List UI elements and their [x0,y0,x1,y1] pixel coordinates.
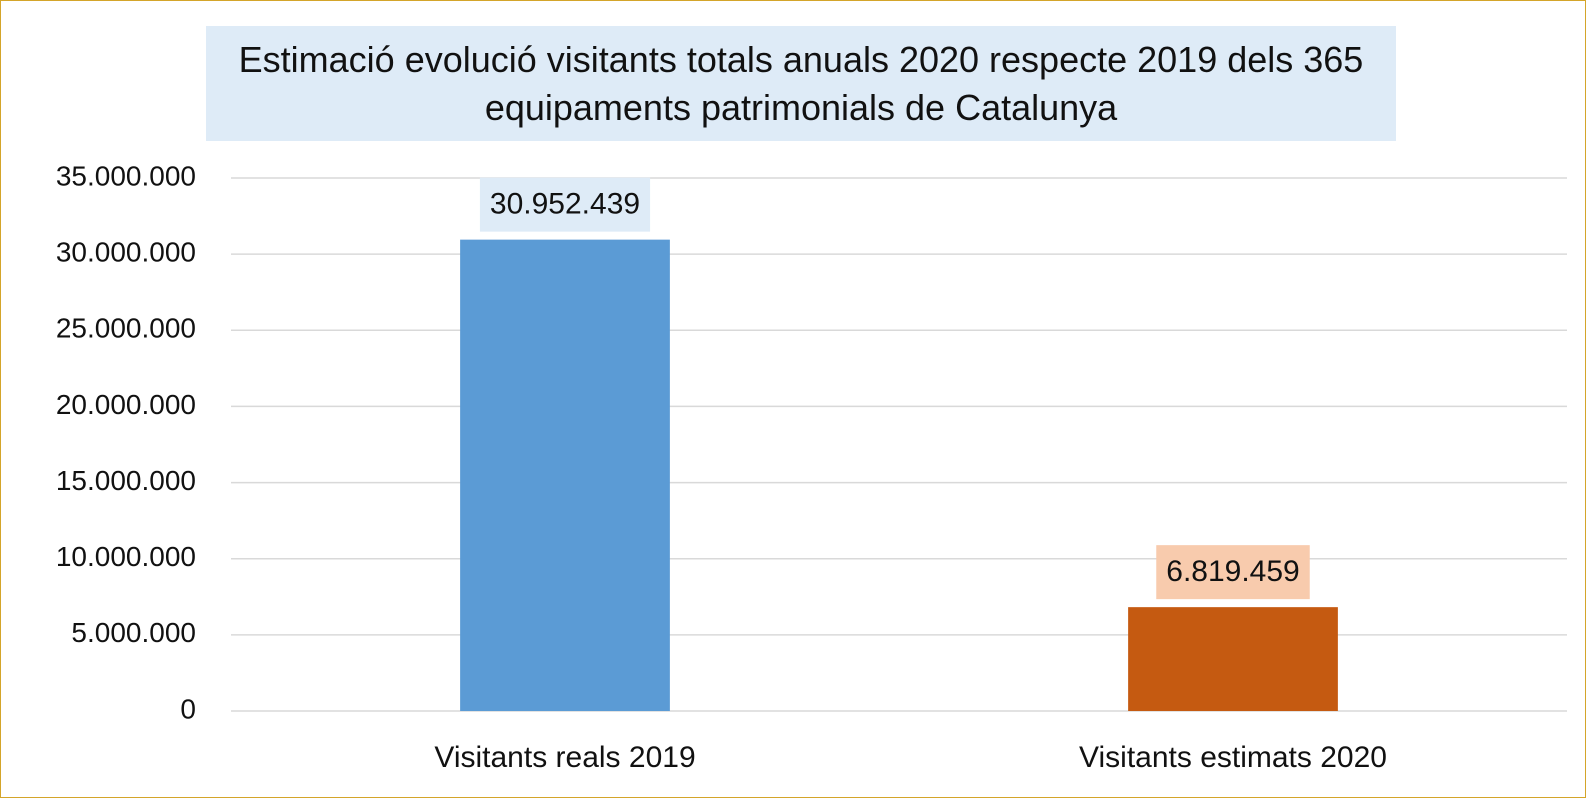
y-tick-label: 30.000.000 [56,237,196,268]
y-tick-label: 0 [180,693,196,724]
y-tick-label: 35.000.000 [56,160,196,191]
data-label-background [1156,545,1310,600]
x-tick-label: Visitants reals 2019 [434,741,695,774]
y-tick-label: 5.000.000 [71,617,196,648]
data-label: 30.952.439 [490,188,640,221]
chart-title: Estimació evolució visitants totals anua… [206,26,1396,141]
x-tick-label: Visitants estimats 2020 [1079,741,1387,774]
data-label-background [479,177,651,232]
y-tick-label: 10.000.000 [56,541,196,572]
bar [460,239,670,712]
data-label: 6.819.459 [1166,555,1299,588]
y-tick-label: 15.000.000 [56,465,196,496]
bar [1128,607,1338,711]
y-tick-label: 25.000.000 [56,313,196,344]
y-tick-label: 20.000.000 [56,389,196,420]
